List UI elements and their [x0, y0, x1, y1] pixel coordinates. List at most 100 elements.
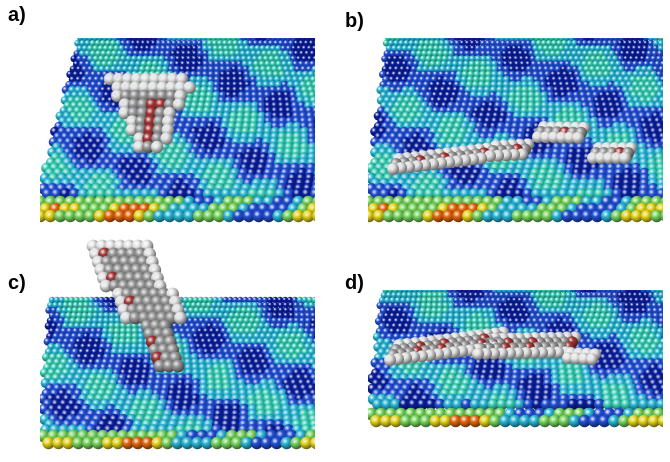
surface-atom: [403, 39, 410, 47]
surface-edge-atom: [250, 436, 263, 450]
surface-atom: [298, 301, 305, 309]
surface-atom: [493, 291, 501, 299]
surface-atom: [587, 50, 595, 58]
surface-atom: [304, 312, 312, 320]
surface-atom: [186, 39, 193, 47]
surface-atom: [432, 291, 439, 299]
surface-atom: [607, 297, 614, 304]
surface-atom: [73, 296, 80, 304]
surface-atom: [444, 39, 451, 47]
surface-atom: [313, 302, 315, 309]
surface-atom: [480, 50, 487, 58]
surface-edge-atom: [143, 209, 156, 223]
surface-edge-atom: [42, 436, 55, 450]
surface-atom: [500, 39, 507, 47]
surface-atom: [551, 39, 558, 47]
surface-atom: [512, 50, 520, 58]
surface-edge-atom: [113, 209, 127, 223]
surface-atom: [232, 39, 239, 47]
surface-atom: [262, 39, 270, 47]
surface-edge-atom: [222, 209, 236, 223]
surface-atom: [519, 291, 526, 299]
surface-atom: [221, 301, 228, 309]
surface-atom: [288, 307, 296, 314]
surface-edge-atom: [232, 209, 246, 223]
surface-atom: [660, 297, 663, 304]
surface-edge-atom: [272, 209, 285, 223]
surface-atom: [243, 45, 251, 52]
surface-atom: [241, 301, 249, 309]
surface-atom: [303, 301, 310, 309]
surface-atom: [381, 55, 389, 63]
surface-atom: [252, 39, 260, 47]
surface-edge-atom: [591, 209, 604, 223]
surface-atom: [474, 55, 482, 63]
surface-atom: [627, 291, 634, 299]
surface-edge-atom: [40, 209, 47, 223]
surface-atom: [272, 301, 280, 309]
surface-atom: [231, 301, 239, 309]
surface-atom: [637, 39, 645, 47]
surface-atom: [586, 291, 593, 299]
surface-atom: [280, 45, 288, 52]
surface-atom: [71, 307, 79, 314]
surface-atom: [380, 291, 388, 299]
surface-atom: [191, 39, 198, 47]
surface-atom: [607, 39, 614, 47]
surface-atom: [78, 296, 85, 304]
surface-atom: [401, 291, 408, 299]
surface-atom: [93, 301, 100, 309]
surface-atom: [452, 55, 460, 63]
molecule-atom: [132, 140, 146, 154]
surface-atom: [484, 39, 492, 47]
surface-atom: [464, 45, 471, 52]
surface-atom: [399, 297, 407, 304]
surface-atom: [257, 296, 264, 304]
surface-atom: [209, 307, 216, 314]
surface-atom: [632, 39, 640, 47]
surface-atom: [164, 50, 172, 58]
surface-atom: [63, 296, 70, 304]
surface-atom: [82, 307, 90, 314]
surface-atom: [219, 60, 227, 68]
surface-atom: [610, 45, 618, 52]
surface-atom: [612, 297, 620, 304]
surface-atom: [524, 291, 532, 299]
surface-atom: [242, 296, 249, 304]
surface-atom: [203, 307, 211, 314]
surface-atom: [502, 60, 510, 68]
surface-atom: [185, 301, 192, 309]
surface-atom: [431, 297, 439, 304]
surface-atom: [246, 301, 254, 309]
surface-atom: [426, 291, 434, 299]
surface-atom: [78, 50, 86, 58]
surface-atom: [636, 45, 644, 52]
surface-edge-atom: [300, 436, 313, 450]
surface-atom: [115, 39, 122, 47]
surface-edge-atom: [131, 436, 144, 450]
surface-atom: [622, 39, 629, 47]
surface-atom: [285, 45, 293, 52]
surface-edge-atom: [141, 436, 154, 450]
surface-atom: [410, 297, 418, 304]
surface-atom: [653, 291, 660, 299]
surface-atom: [303, 39, 311, 47]
surface-atom: [617, 291, 624, 299]
surface-atom: [647, 291, 655, 299]
surface-atom: [495, 45, 503, 52]
surface-atom: [421, 291, 429, 299]
surface-edge-atom: [402, 209, 415, 223]
surface-atom: [130, 39, 137, 47]
surface-atom: [298, 307, 306, 314]
surface-atom: [501, 50, 509, 58]
surface-atom: [228, 45, 235, 52]
surface-atom: [459, 39, 466, 47]
surface-atom: [566, 39, 573, 47]
surface-atom: [458, 302, 466, 310]
surface-atom: [267, 307, 274, 314]
surface-atom: [67, 301, 75, 309]
surface-atom: [207, 60, 216, 68]
surface-atom: [118, 45, 126, 52]
surface-atom: [214, 307, 222, 314]
surface-atom: [290, 45, 298, 52]
